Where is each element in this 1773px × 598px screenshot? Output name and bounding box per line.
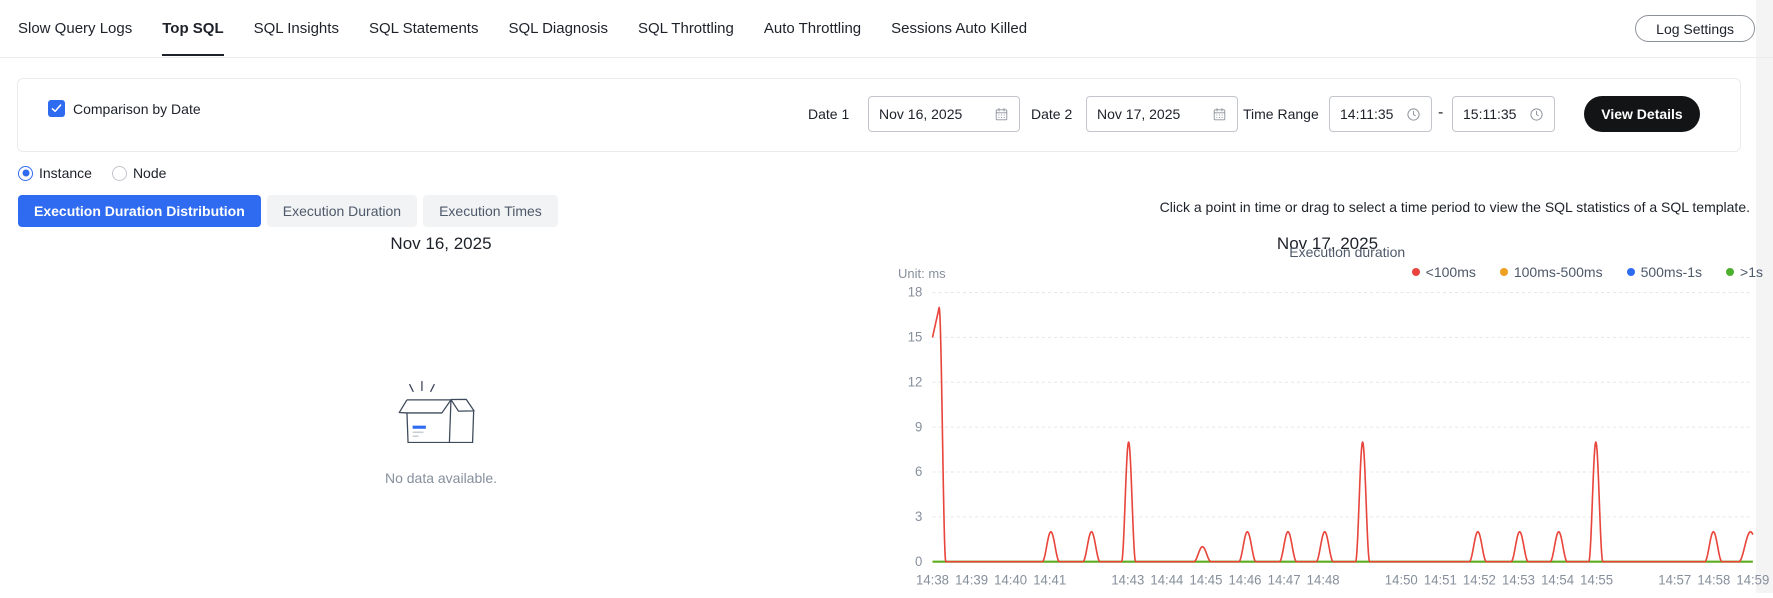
svg-text:14:51: 14:51: [1424, 572, 1457, 587]
svg-text:14:48: 14:48: [1307, 572, 1340, 587]
svg-text:14:54: 14:54: [1541, 572, 1574, 587]
svg-text:14:40: 14:40: [994, 572, 1027, 587]
svg-text:14:58: 14:58: [1697, 572, 1730, 587]
svg-text:14:39: 14:39: [955, 572, 988, 587]
svg-text:14:53: 14:53: [1502, 572, 1535, 587]
svg-text:6: 6: [915, 464, 922, 479]
svg-text:14:41: 14:41: [1033, 572, 1066, 587]
svg-text:18: 18: [908, 285, 923, 300]
svg-text:0: 0: [915, 554, 922, 569]
svg-text:14:43: 14:43: [1111, 572, 1144, 587]
svg-text:12: 12: [908, 374, 923, 389]
svg-text:14:38: 14:38: [916, 572, 949, 587]
svg-text:14:59: 14:59: [1736, 572, 1769, 587]
svg-text:15: 15: [908, 329, 923, 344]
svg-text:14:50: 14:50: [1385, 572, 1418, 587]
svg-text:9: 9: [915, 419, 922, 434]
svg-text:14:52: 14:52: [1463, 572, 1496, 587]
svg-text:14:46: 14:46: [1229, 572, 1262, 587]
svg-text:14:55: 14:55: [1580, 572, 1613, 587]
svg-text:14:57: 14:57: [1658, 572, 1691, 587]
svg-text:14:44: 14:44: [1150, 572, 1183, 587]
svg-text:14:47: 14:47: [1268, 572, 1301, 587]
svg-text:14:45: 14:45: [1189, 572, 1222, 587]
svg-text:3: 3: [915, 509, 922, 524]
